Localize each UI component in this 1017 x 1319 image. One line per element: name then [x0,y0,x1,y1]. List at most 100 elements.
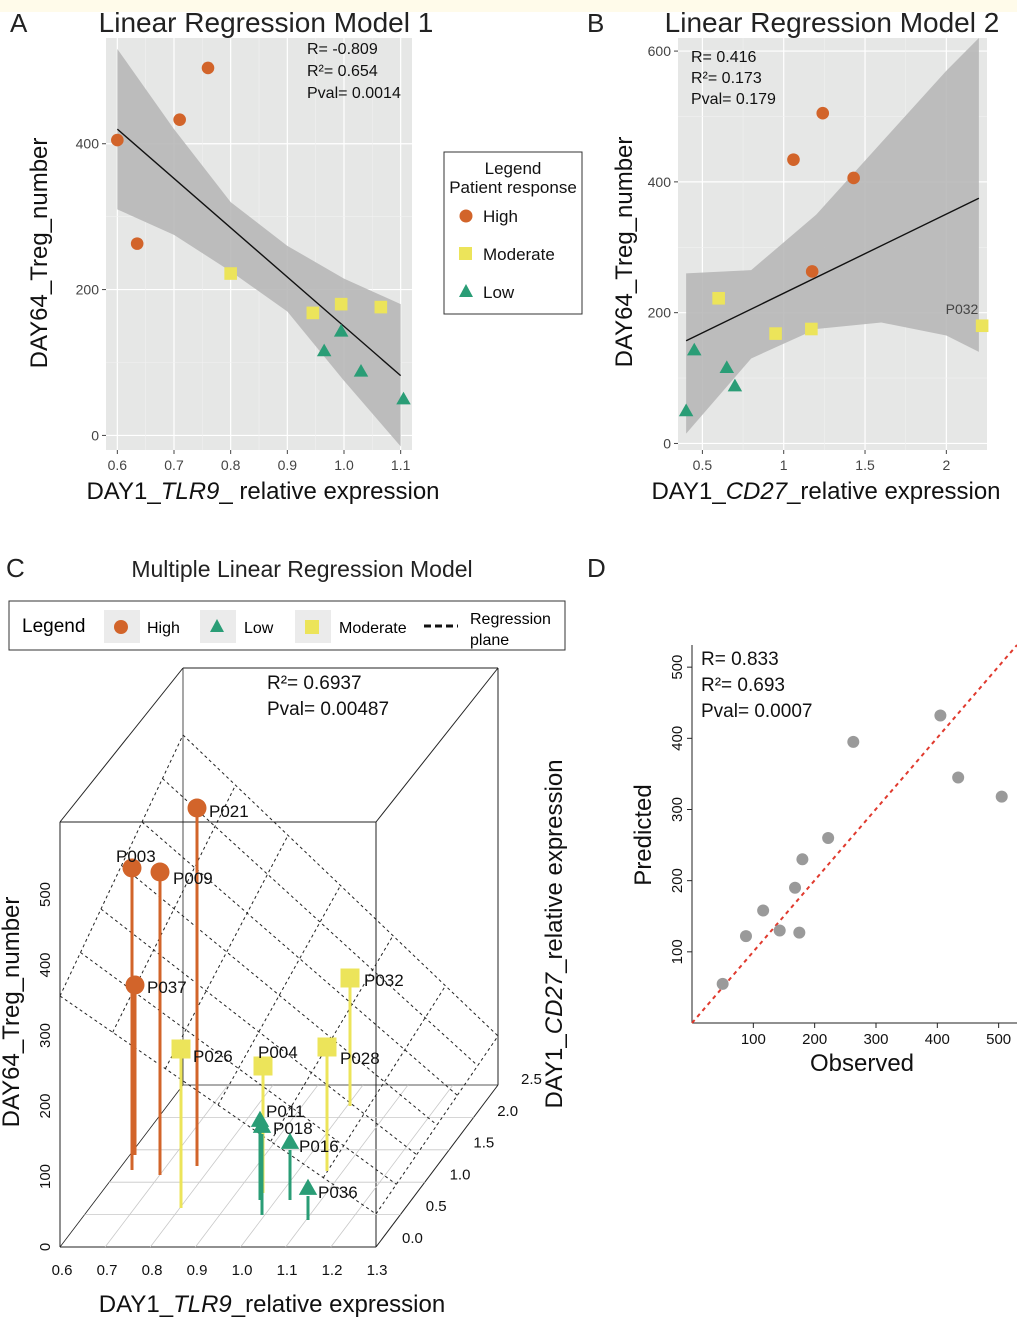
panel-b-y-label: DAY64_Treg_number [611,137,638,368]
b-point-high-1 [805,265,819,278]
panel-c-plane-line-u-5 [322,985,446,1178]
panel-c-point-label-p032: P032 [364,971,404,990]
panel-c-point-p009 [150,862,170,882]
panel-c-ytick-label-5: 500 [37,882,54,907]
panel-c-box-edge-8 [375,1084,499,1248]
panel-c-x-label: DAY1_TLR9_relative expression [99,1291,445,1318]
panel-d-point-10 [952,771,965,784]
a-point-high-0 [111,133,124,147]
panel-a-points [111,61,411,405]
panel-c-stat-r2: R²= 0.6937 [267,673,362,694]
panel-b-stat-r: R= 0.416 [691,49,756,66]
a-xtick-label-5: 1.1 [391,457,411,473]
legend-ab-high-label: High [483,207,518,226]
panel-b-point-label-p032: P032 [946,301,979,317]
panel-c-xtick-label-6: 1.2 [322,1262,343,1279]
panel-c-point-label-p026: P026 [193,1047,233,1066]
panel-d-stat-pval: Pval= 0.0007 [701,701,812,722]
panel-d-point-6 [796,853,809,866]
panel-c-point-label-p037: P037 [147,978,187,997]
legend-ab: Legend Patient response High Moderate Lo… [443,151,583,315]
b-point-high-2 [816,106,830,120]
panel-a-stat-pval: Pval= 0.0014 [307,85,401,102]
panel-c-ytick-label-4: 400 [37,952,54,977]
panel-c-point-p037 [125,975,145,995]
panel-d-xtick-label-0: 100 [741,1031,766,1048]
panel-b-points [678,106,989,417]
a-point-moderate-2 [334,297,348,311]
panel-c-floor-line-x-5 [285,1084,409,1248]
panel-c-point-p028 [317,1037,337,1057]
panel-c-plane-line-v-6 [182,734,499,1037]
a-point-low-1 [333,323,349,337]
a-xtick-label-1: 0.7 [164,457,184,473]
panel-b-stat-pval: Pval= 0.179 [691,91,776,108]
panel-c-point-label-p028: P028 [340,1049,380,1068]
panel-b: B Linear Regression Model 2 0.5 1 1.5 2 0 20… [587,7,1001,505]
panel-c-legend-moderate-label: Moderate [339,620,407,637]
panel-c-plane-line-u-2 [164,835,289,1069]
panel-d-point-9 [934,709,947,722]
panel-c-point-label-p016: P016 [299,1137,339,1156]
panel-c-point-label-p011: P011 [266,1102,304,1121]
panel-c-x-ticks: 0.6 0.7 0.8 0.9 1.0 1.1 1.2 1.3 [52,1262,388,1279]
panel-d-xtick-label-2: 300 [863,1031,888,1048]
panel-b-y-ticks: 0 200 400 600 [648,43,678,451]
b-point-high-0 [787,153,800,166]
panel-c-point-label-p018: P018 [273,1119,313,1138]
a-point-moderate-0 [224,267,237,280]
b-point-low-1 [687,342,702,356]
a-point-moderate-3 [374,300,388,314]
panel-c-xtick-label-1: 0.7 [97,1262,118,1279]
panel-c-ztick-label-0: 0.0 [402,1230,423,1247]
panel-c-point-label-p036: P036 [318,1183,358,1202]
b-xtick-label-2: 1.5 [855,457,875,473]
a-point-high-1 [130,237,144,250]
panel-d-letter: D [587,553,606,583]
panel-d-identity-line [691,644,1017,1024]
panel-c-floor-grid [84,1084,474,1248]
a-xtick-label-3: 0.9 [278,457,298,473]
panel-c-point-label-p003: P003 [116,847,156,866]
panel-b-confidence-band [686,38,979,434]
panel-c-points: P021 P003 P009 P037 P032 P026 P004 P028 P011P018… [116,798,404,1220]
legend-ab-title: Legend [485,159,542,178]
legend-ab-moderate-label: Moderate [483,245,555,264]
panel-c-y-ticks: 0 100 200 300 400 500 [37,882,54,1251]
b-point-moderate-3 [975,319,989,333]
panel-c-floor-line-x-4 [240,1084,364,1248]
panel-d-ytick-label-0: 100 [669,939,686,964]
panel-d-y-label: Predicted [630,784,657,885]
legend-ab-high-swatch [459,209,473,223]
panel-d-point-2 [757,904,770,917]
b-point-low-0 [678,403,694,417]
b-point-moderate-1 [769,327,782,340]
panel-a-y-ticks: 0 200 400 [76,136,106,443]
panel-a-letter: A [10,8,28,38]
panel-c-plane-line-v-2 [100,908,417,1156]
panel-d-xtick-label-4: 500 [986,1031,1011,1048]
panel-c-ztick-label-2: 1.0 [450,1166,471,1183]
b-point-moderate-2 [805,322,818,336]
panel-c-z-label: DAY1_CD27_relative expression [541,759,568,1108]
panel-a-stat-r2: R²= 0.654 [307,63,378,80]
b-point-moderate-0 [712,291,725,305]
panel-c-y-label: DAY64_Treg_number [0,897,25,1128]
a-point-low-3 [396,391,411,405]
panel-c-title: Multiple Linear Regression Model [131,556,472,582]
panel-b-stat-r2: R²= 0.173 [691,70,762,87]
panel-d-ytick-label-3: 400 [669,726,686,751]
panel-a-x-label: DAY1_TLR9_ relative expression [86,478,439,505]
panel-a: A Linear Regression Model 1 0.6 0.7 0.8 0.9… [10,7,440,505]
panel-c-legend-high-label: High [147,620,180,637]
panel-d-points [716,709,1008,990]
b-ytick-label-1: 200 [648,305,672,321]
a-ytick-label-0: 0 [91,427,99,443]
panel-c-point-p032 [340,968,360,988]
panel-d-point-4 [789,881,802,894]
panel-c-floor-line-x-2 [149,1084,274,1248]
panel-c-ytick-label-2: 200 [37,1093,54,1118]
panel-c-legend-high-swatch [114,620,128,634]
b-point-high-3 [847,171,860,185]
panel-a-stat-r: R= -0.809 [307,41,378,58]
